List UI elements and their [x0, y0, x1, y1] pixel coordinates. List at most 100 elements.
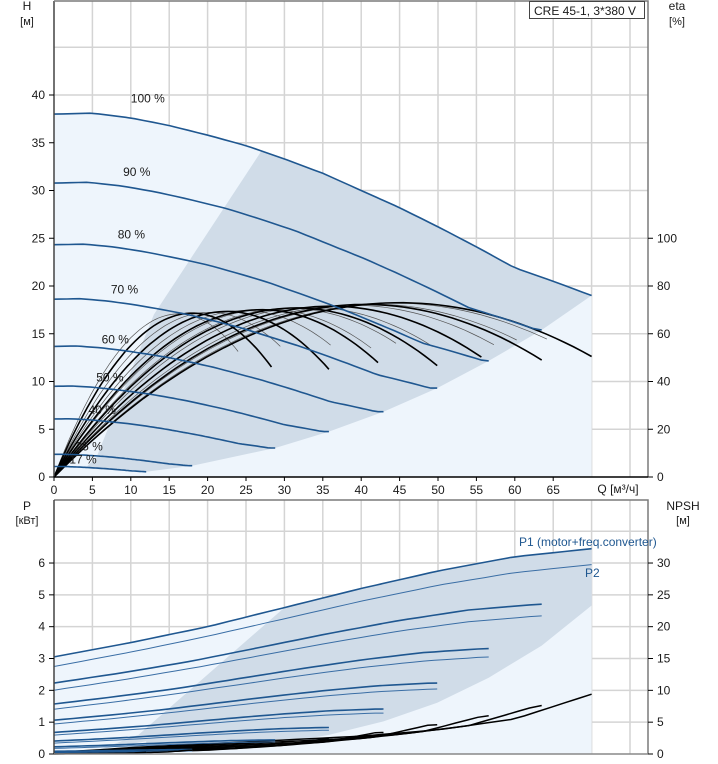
- q-tick-label: 20: [201, 483, 215, 497]
- q-tick-label: 50: [431, 483, 445, 497]
- q-tick-label: 25: [239, 483, 253, 497]
- p1-curve: [53, 708, 384, 734]
- p1-curve: [53, 739, 276, 748]
- npsh-tick-label: 5: [657, 715, 664, 729]
- p-tick-label: 6: [38, 556, 45, 570]
- q-tick-label: 40: [355, 483, 369, 497]
- eta-tick-label: 100: [657, 231, 677, 245]
- h-axis-unit: [м]: [20, 16, 34, 28]
- npsh-tick-label: 20: [657, 620, 671, 634]
- p-tick-label: 2: [38, 683, 45, 697]
- npsh-curve: [53, 704, 542, 754]
- efficiency-curve: [53, 310, 330, 478]
- p1-curve: [53, 748, 193, 753]
- head-curve: [54, 453, 193, 467]
- speed-label: 90 %: [123, 165, 151, 179]
- q-tick-label: 60: [508, 483, 522, 497]
- p2-series-label: P2: [585, 566, 600, 580]
- eta-tick-label: 60: [657, 327, 671, 341]
- q-tick-label: 30: [278, 483, 292, 497]
- q-tick-label: 55: [470, 483, 484, 497]
- efficiency-curve-thin: [53, 306, 433, 478]
- eta-tick-label: 20: [657, 422, 671, 436]
- h-tick-label: 15: [32, 327, 46, 341]
- bottom-axes: 0 1 2 3 4 5 6 0 5 10 15 20 25 30: [38, 499, 671, 761]
- efficiency-curve: [53, 305, 482, 478]
- q-axis-title: Q [м³/ч]: [597, 482, 638, 496]
- head-curves: 100 % 90 % 80 % 70 % 60 % 50 % 40 % 25 %17 %: [53, 92, 592, 473]
- p2-curve: [53, 656, 489, 710]
- h-tick-label: 40: [32, 88, 46, 102]
- efficiency-curve-thin: [53, 303, 517, 478]
- p1-curve: [54, 750, 147, 753]
- p2-curve: [53, 564, 592, 667]
- p2-curve: [53, 688, 438, 725]
- p2-curve: [53, 712, 384, 736]
- p1-curve: [53, 547, 592, 658]
- npsh-tick-label: 0: [657, 747, 664, 761]
- speed-label: 50 %: [96, 371, 124, 385]
- speed-label: 80 %: [118, 227, 146, 241]
- npsh-tick-label: 15: [657, 652, 671, 666]
- h-tick-label: 10: [32, 375, 46, 389]
- p1-series-label: P1 (motor+freq.converter): [519, 535, 657, 549]
- head-curve: [54, 465, 147, 473]
- p-tick-label: 0: [38, 747, 45, 761]
- p-tick-label: 1: [38, 715, 45, 729]
- npsh-curve: [53, 693, 592, 754]
- npsh-tick-label: 10: [657, 683, 671, 697]
- efficiency-curves: [53, 301, 592, 478]
- chart-title-box: CRE 45-1, 3*380 V: [529, 1, 645, 19]
- h-tick-label: 20: [32, 279, 46, 293]
- p1-curve: [53, 726, 329, 742]
- npsh-axis-title: NPSH: [666, 499, 699, 513]
- p-tick-label: 3: [38, 652, 45, 666]
- h-tick-label: 30: [32, 184, 46, 198]
- p-tick-label: 4: [38, 620, 45, 634]
- h-tick-label: 35: [32, 136, 46, 150]
- q-tick-label: 0: [51, 483, 58, 497]
- p2-curve: [53, 729, 329, 744]
- p2-curve: [53, 615, 542, 691]
- speed-label: 70 %: [111, 283, 139, 297]
- efficiency-curve-thin: [53, 304, 495, 478]
- p-axis-title: P: [23, 499, 31, 513]
- head-curve: [53, 243, 489, 362]
- p-axis-unit: [кВт]: [16, 515, 39, 527]
- head-curve: [53, 181, 542, 331]
- head-curve: [53, 297, 438, 389]
- speed-label: 60 %: [102, 332, 130, 346]
- efficiency-curve-thin: [53, 310, 331, 478]
- top-operating-region: [54, 113, 592, 477]
- p1-curve: [53, 682, 438, 721]
- efficiency-curve-thin: [53, 311, 281, 478]
- top-border: [54, 0, 649, 477]
- efficiency-curve-thin: [53, 307, 397, 478]
- npsh-axis-unit: [м]: [676, 515, 690, 527]
- p1-curve: [53, 647, 489, 705]
- eta-tick-label: 0: [657, 470, 664, 484]
- bottom-border: [54, 499, 649, 754]
- q-tick-label: 10: [124, 483, 138, 497]
- q-tick-label: 45: [393, 483, 407, 497]
- head-curve: [53, 345, 384, 413]
- q-tick-label: 15: [163, 483, 177, 497]
- h-tick-label: 5: [38, 422, 45, 436]
- p-tick-label: 5: [38, 588, 45, 602]
- efficiency-curve: [53, 312, 273, 478]
- h-tick-label: 0: [38, 470, 45, 484]
- top-axes: 0 5 10 15 20 25 30 35 40 45 50 55 60 65 0 5 10 15 20 25 30 35…: [32, 0, 677, 497]
- head-curve: [53, 112, 592, 297]
- speed-label: 40 %: [89, 403, 117, 417]
- speed-label: 17 %: [69, 453, 97, 467]
- h-tick-label: 25: [32, 231, 46, 245]
- p2-curve: [53, 741, 276, 749]
- eta-axis-title: eta: [669, 0, 686, 13]
- power-curves: [53, 547, 592, 755]
- head-curve: [54, 418, 276, 449]
- q-tick-label: 65: [547, 483, 561, 497]
- eta-axis-unit: [%]: [669, 16, 685, 28]
- q-tick-label: 5: [89, 483, 96, 497]
- efficiency-curve: [53, 307, 438, 478]
